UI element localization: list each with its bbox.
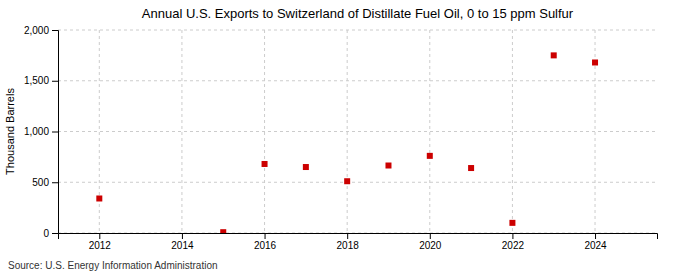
x-tick: 2016: [254, 233, 277, 251]
title: Annual U.S. Exports to Switzerland of Di…: [142, 6, 574, 21]
grid-line-x: [347, 30, 348, 233]
x-tick-label: 2014: [171, 240, 194, 251]
grid-line-y: [58, 30, 657, 31]
x-tick-label: 2018: [337, 240, 360, 251]
y-tick-mark: [52, 30, 58, 31]
x-tick-label: 2012: [89, 240, 112, 251]
grid-line-x: [99, 30, 100, 233]
x-tick-label: 2022: [502, 240, 525, 251]
y-tick: 500: [32, 177, 58, 188]
x-tick: 2022: [502, 233, 525, 251]
grid-line-y: [58, 80, 657, 81]
y-tick-label: 1,000: [24, 126, 49, 137]
y-tick-label: 500: [32, 177, 49, 188]
x-tick: 2024: [584, 233, 607, 251]
x-tick-label: 2020: [419, 240, 442, 251]
y-axis: 0 500 1,000 1,500 2,000: [24, 25, 59, 239]
point: [551, 52, 557, 58]
x-tick-mark: [512, 233, 513, 239]
y-tick-label: 0: [43, 228, 49, 239]
y-axis-line: [52, 31, 59, 234]
point: [262, 161, 268, 167]
x-tick: 2014: [171, 233, 194, 251]
point: [220, 229, 226, 233]
point: [344, 178, 350, 184]
plot: 2012 2014 2016 2018 2020 2022 2024 0 500 1,000 1,5…: [24, 25, 658, 251]
x-tick-mark: [99, 233, 100, 239]
point: [427, 153, 433, 159]
points: [96, 52, 598, 233]
y-tick-mark: [52, 132, 58, 133]
grid-line-x: [264, 30, 265, 233]
point: [468, 165, 474, 171]
x-tick-mark: [595, 233, 596, 239]
grid-line-x: [429, 30, 430, 233]
chart: 2012 2014 2016 2018 2020 2022 2024 0 500 1,000 1,5…: [0, 0, 675, 275]
y-tick-label: 2,000: [24, 25, 49, 36]
point: [385, 163, 391, 169]
grid-line-y: [58, 131, 657, 132]
grid-line-x: [512, 30, 513, 233]
x-tick-mark: [265, 233, 266, 239]
x-tick-mark: [347, 233, 348, 239]
annotation: Source: U.S. Energy Information Administ…: [8, 260, 218, 271]
x-axis-line: [59, 234, 658, 240]
x-tick-mark: [430, 233, 431, 239]
y-tick: 1,500: [24, 75, 58, 86]
x-axis: 2012 2014 2016 2018 2020 2022 2024: [59, 233, 658, 251]
y-tick-mark: [52, 81, 58, 82]
grid: [58, 30, 657, 233]
grid-line-y: [58, 182, 657, 183]
y-tick: 1,000: [24, 126, 58, 137]
y-tick: 2,000: [24, 25, 58, 36]
y-tick-mark: [52, 182, 58, 183]
x-tick: 2018: [337, 233, 360, 251]
point: [303, 164, 309, 170]
point: [592, 59, 598, 65]
x-tick-label: 2024: [584, 240, 607, 251]
x-tick: 2012: [89, 233, 112, 251]
y-axis-title: Thousand Barrels: [4, 88, 16, 175]
x-tick-label: 2016: [254, 240, 277, 251]
y-tick-mark: [52, 233, 58, 234]
grid-line-x: [181, 30, 182, 233]
y-tick: 0: [43, 228, 58, 239]
y-tick-label: 1,500: [24, 75, 49, 86]
x-tick: 2020: [419, 233, 442, 251]
point: [96, 195, 102, 201]
point: [509, 220, 515, 226]
x-tick-mark: [182, 233, 183, 239]
